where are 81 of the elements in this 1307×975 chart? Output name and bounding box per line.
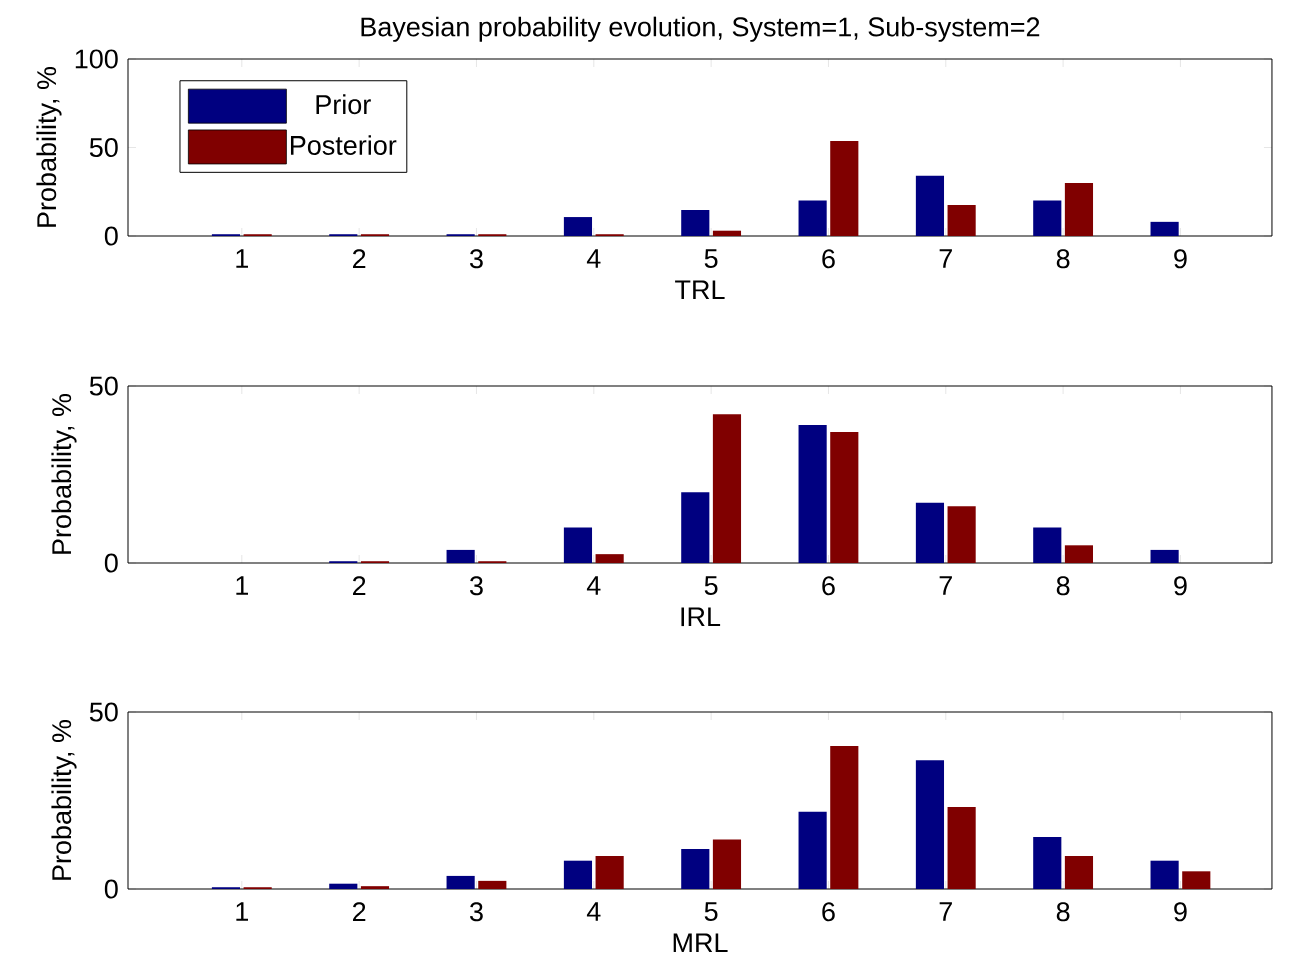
x-tick-label: 9	[1174, 902, 1187, 922]
bar	[1150, 549, 1179, 563]
y-tick-label: 0	[104, 553, 118, 573]
y-tick-label: 50	[89, 137, 118, 158]
x-tick-label: 4	[586, 576, 601, 595]
bar	[329, 883, 358, 890]
bar	[830, 432, 859, 563]
x-tick-label: 7	[939, 249, 952, 268]
y-tick-label: 100	[75, 49, 118, 69]
x-tick-label: 3	[469, 902, 483, 922]
bar	[830, 140, 859, 236]
chart-title: Bayesian probability evolution, System=1, Sub-system=2	[361, 16, 1040, 42]
x-tick-label: 1	[236, 902, 248, 921]
bar	[1033, 836, 1062, 890]
bar	[915, 175, 945, 236]
x-tick-label: 2	[352, 902, 366, 922]
bar	[1033, 200, 1062, 236]
x-tick-label: 8	[1056, 902, 1070, 922]
bar	[595, 856, 624, 890]
bar	[947, 506, 976, 563]
x-tick-label: 7	[939, 902, 952, 921]
x-tick-label: 4	[586, 249, 601, 268]
x-tick-label: 3	[469, 576, 483, 596]
legend-label: Posterior	[290, 135, 397, 155]
bar	[915, 760, 945, 890]
bar	[681, 492, 710, 563]
x-tick-label: 6	[822, 576, 835, 596]
y-tick-label: 50	[89, 702, 118, 722]
x-tick-label: 5	[704, 249, 718, 269]
y-tick-label: 0	[104, 226, 118, 246]
x-tick-label: 2	[352, 249, 366, 269]
x-axis-title: MRL	[673, 933, 728, 953]
bar	[446, 875, 475, 890]
y-axis-title: Probability, %	[51, 719, 77, 880]
x-tick-label: 5	[704, 902, 718, 922]
bar	[563, 217, 593, 236]
bar	[563, 860, 593, 890]
x-tick-label: 4	[586, 902, 601, 921]
legend-label: Prior	[316, 94, 371, 115]
y-tick-label: 50	[89, 376, 118, 396]
bar	[915, 502, 945, 563]
bar	[681, 849, 710, 890]
bar	[712, 414, 742, 563]
bar	[798, 200, 827, 236]
bar	[712, 230, 742, 236]
x-tick-label: 1	[236, 249, 248, 268]
bar	[1064, 182, 1094, 236]
x-tick-label: 5	[704, 576, 718, 596]
bar	[1033, 527, 1062, 563]
bar	[1150, 860, 1179, 890]
bar	[830, 745, 859, 890]
x-tick-label: 2	[352, 576, 366, 596]
bar	[1064, 856, 1094, 890]
x-tick-label: 8	[1056, 249, 1070, 269]
x-tick-label: 9	[1174, 249, 1187, 269]
bar	[681, 209, 710, 236]
x-tick-label: 9	[1174, 576, 1187, 596]
bar	[1182, 871, 1211, 890]
y-tick-label: 0	[104, 879, 118, 899]
bar	[947, 806, 976, 890]
x-tick-label: 7	[939, 576, 952, 595]
x-tick-label: 8	[1056, 576, 1070, 596]
bar	[1064, 545, 1094, 563]
x-tick-label: 1	[236, 576, 248, 595]
x-tick-label: 6	[822, 902, 835, 922]
bar	[798, 424, 827, 563]
x-tick-label: 3	[469, 249, 483, 269]
bar	[360, 886, 390, 890]
bar	[798, 811, 827, 890]
bar	[947, 205, 976, 236]
bar	[595, 554, 624, 563]
x-axis-title: IRL	[681, 607, 721, 627]
x-tick-label: 6	[822, 249, 835, 269]
bar	[446, 549, 475, 563]
bar	[712, 839, 742, 890]
x-axis-title: TRL	[675, 280, 725, 300]
y-axis-title: Probability, %	[36, 66, 62, 227]
bar	[1150, 221, 1179, 236]
bar	[478, 880, 507, 890]
bar	[563, 527, 593, 563]
y-axis-title: Probability, %	[51, 393, 77, 554]
